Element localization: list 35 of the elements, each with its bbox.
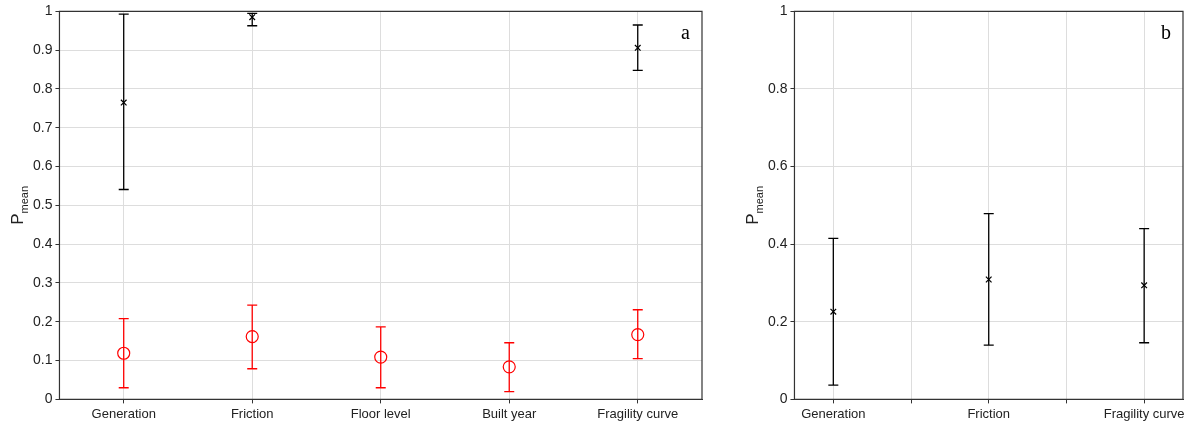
annotation: b	[1161, 20, 1171, 43]
y-tick-label: 1	[44, 2, 53, 19]
point	[634, 44, 642, 52]
y-tick-label: 0.4	[767, 235, 788, 252]
y-tick-label: 0.4	[32, 235, 53, 252]
point	[374, 350, 388, 364]
x-tick-label: Floor level	[350, 405, 411, 421]
y-tick-label: 1	[779, 2, 788, 19]
x-tick-label: Fragility curve	[1103, 405, 1185, 421]
y-tick-label: 0.6	[32, 157, 53, 174]
x-tick-label: Fragility curve	[597, 405, 679, 421]
point	[631, 328, 645, 342]
y-tick-label: 0.2	[767, 312, 788, 329]
annotation: a	[681, 20, 691, 43]
y-tick-label: 0.1	[32, 351, 53, 368]
x-tick-label: Generation	[801, 405, 866, 421]
x-tick-label: Friction	[967, 405, 1011, 421]
y-tick-label: 0.8	[32, 79, 53, 96]
y-tick-label: 0.5	[32, 196, 53, 213]
y-axis-title: Pmean	[7, 185, 31, 225]
x-tick-label: Built year	[482, 405, 537, 421]
y-tick-label: 0.6	[767, 157, 788, 174]
y-tick-label: 0.8	[767, 79, 788, 96]
x-tick-label: Friction	[230, 405, 274, 421]
point	[502, 360, 516, 374]
y-axis-title: Pmean	[742, 185, 766, 225]
y-tick-label: 0.3	[32, 273, 53, 290]
y-tick-label: 0	[779, 390, 788, 407]
y-tick-label: 0.7	[32, 118, 53, 135]
x-tick-label: Generation	[91, 405, 156, 421]
y-tick-label: 0	[44, 390, 53, 407]
y-tick-label: 0.9	[32, 41, 53, 58]
point	[117, 346, 131, 360]
point	[245, 329, 259, 344]
y-tick-label: 0.2	[32, 312, 53, 329]
